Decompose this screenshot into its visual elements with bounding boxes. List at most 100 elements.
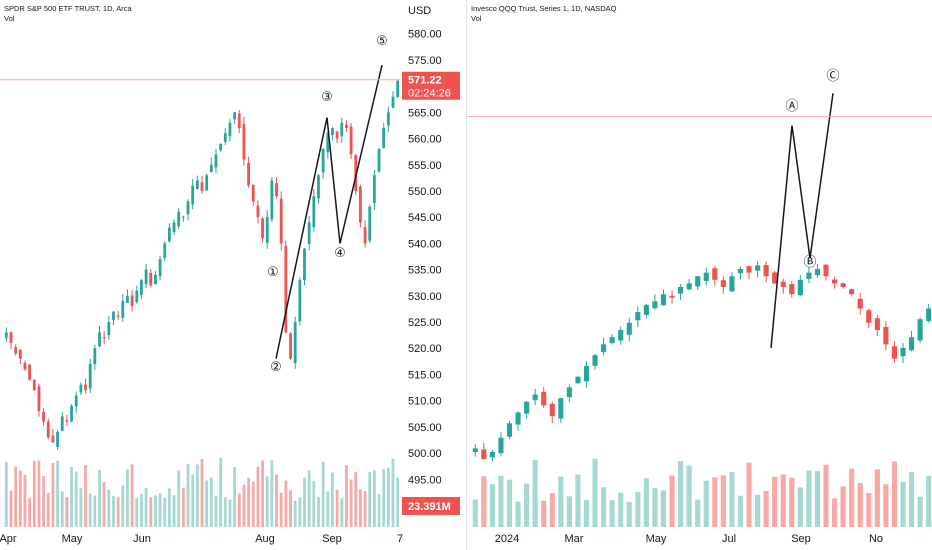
volume-bar <box>256 466 260 527</box>
candle-body <box>678 286 684 294</box>
y-tick-label: 580.00 <box>408 29 442 41</box>
candle-body <box>181 216 185 218</box>
x-tick-label: 7 <box>397 533 403 545</box>
volume-bar <box>874 469 880 527</box>
candle-body <box>883 326 889 345</box>
candle-body <box>303 248 306 280</box>
volume-label: Vol <box>4 14 15 23</box>
candle-body <box>712 268 718 280</box>
volume-bar <box>149 497 153 527</box>
candle-body <box>592 355 598 366</box>
volume-bar <box>237 493 241 527</box>
candle-body <box>354 155 358 191</box>
candle-body <box>481 449 487 460</box>
volume-bar <box>814 471 821 527</box>
y-tick-label: 575.00 <box>408 55 442 67</box>
y-tick-label: 495.00 <box>408 474 442 486</box>
volume-bar <box>270 460 274 527</box>
candle-body <box>4 332 8 338</box>
volume-bar <box>849 468 855 527</box>
y-tick-label: 515.00 <box>408 369 442 381</box>
y-tick-label: 555.00 <box>408 160 442 172</box>
volume-bar <box>140 493 143 527</box>
y-tick-label: 510.00 <box>408 396 442 408</box>
volume-bar <box>340 498 344 527</box>
candle-body <box>158 259 162 277</box>
volume-bar <box>729 471 735 527</box>
candle-body <box>214 154 218 168</box>
volume-bar <box>472 499 478 527</box>
volume-bar <box>737 495 744 527</box>
candle-body <box>340 122 344 137</box>
candle-body <box>32 379 36 391</box>
volume-bar <box>789 477 795 527</box>
candle-body <box>70 405 73 422</box>
candle-body <box>42 411 45 422</box>
volume-bar <box>883 484 889 527</box>
candle-body <box>293 322 297 364</box>
volume-label: Vol <box>471 14 482 23</box>
x-tick-label: Sep <box>791 533 811 545</box>
qqq-chart-svg[interactable]: 510.00500.00490.00480.00470.00460.00450.… <box>467 0 932 550</box>
candle-body <box>349 126 353 155</box>
volume-bar <box>172 495 176 527</box>
candle-body <box>195 180 199 189</box>
volume-bar <box>32 460 36 527</box>
volume-bar <box>772 476 778 527</box>
volume-bar <box>126 469 129 527</box>
volume-bar <box>359 489 362 527</box>
candle-body <box>88 363 92 389</box>
volume-bar <box>181 488 185 527</box>
elliott-wave-line <box>275 65 383 359</box>
volume-bar <box>293 500 297 527</box>
wave-label: ① <box>267 265 279 280</box>
volume-bar <box>307 470 311 527</box>
candle-body <box>228 122 232 137</box>
qqq-chart-panel[interactable]: Invesco QQQ Trust, Series 1, 1D, NASDAQ … <box>466 0 932 550</box>
volume-bar <box>163 497 167 527</box>
candle-body <box>363 227 367 244</box>
candle-body <box>102 337 106 339</box>
candle-body <box>130 295 134 307</box>
candle-body <box>669 295 675 298</box>
spy-chart-svg[interactable]: 580.00575.00570.00565.00560.00555.00550.… <box>0 0 466 550</box>
volume-bar <box>857 483 863 527</box>
candle-body <box>233 112 237 120</box>
candle-body <box>326 133 330 153</box>
volume-bar <box>515 501 521 527</box>
volume-bar <box>60 491 64 527</box>
candle-body <box>780 281 786 287</box>
wave-label: ② <box>270 360 282 375</box>
candle-body <box>695 276 701 287</box>
candle-body <box>298 280 302 322</box>
volume-bar <box>28 498 32 527</box>
wave-label: ④ <box>334 246 346 261</box>
x-tick-label: Sep <box>322 533 342 545</box>
candle-body <box>312 196 316 228</box>
volume-bar <box>660 490 667 527</box>
candle-body <box>806 272 812 279</box>
candle-body <box>917 319 923 341</box>
volume-bar <box>763 490 769 527</box>
candle-body <box>377 149 381 172</box>
elliott-wave-line <box>770 93 834 349</box>
volume-bar <box>626 501 632 527</box>
candle-body <box>144 269 148 285</box>
candle-body <box>746 266 752 273</box>
candle-body <box>107 322 111 336</box>
volume-bar <box>797 487 803 527</box>
volume-bar <box>396 477 400 527</box>
candle-body <box>331 128 334 136</box>
last-price-value: 571.22 <box>408 75 442 87</box>
volume-bar <box>51 463 55 527</box>
candle-body <box>532 394 538 401</box>
volume-bar <box>265 476 269 527</box>
volume-bar <box>926 475 932 527</box>
candle-body <box>14 347 18 354</box>
candle-body <box>660 294 667 306</box>
spy-chart-panel[interactable]: SPDR S&P 500 ETF TRUST, 1D, Arca Vol 580… <box>0 0 466 550</box>
volume-bar <box>251 481 255 527</box>
volume-bar <box>18 470 22 527</box>
candle-body <box>900 347 906 357</box>
volume-bar <box>566 496 572 527</box>
